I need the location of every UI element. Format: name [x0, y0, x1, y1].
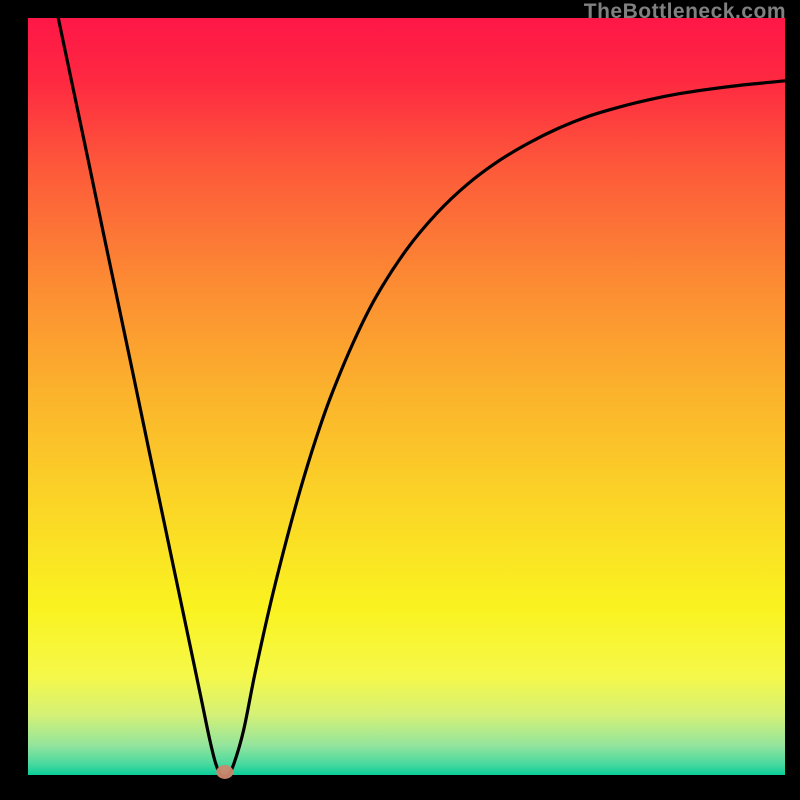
minimum-marker — [216, 765, 233, 779]
curve-layer — [28, 18, 785, 775]
bottleneck-curve — [58, 18, 785, 776]
plot-area — [28, 18, 785, 775]
watermark-text: TheBottleneck.com — [584, 0, 786, 24]
chart-container: TheBottleneck.com — [0, 0, 800, 800]
